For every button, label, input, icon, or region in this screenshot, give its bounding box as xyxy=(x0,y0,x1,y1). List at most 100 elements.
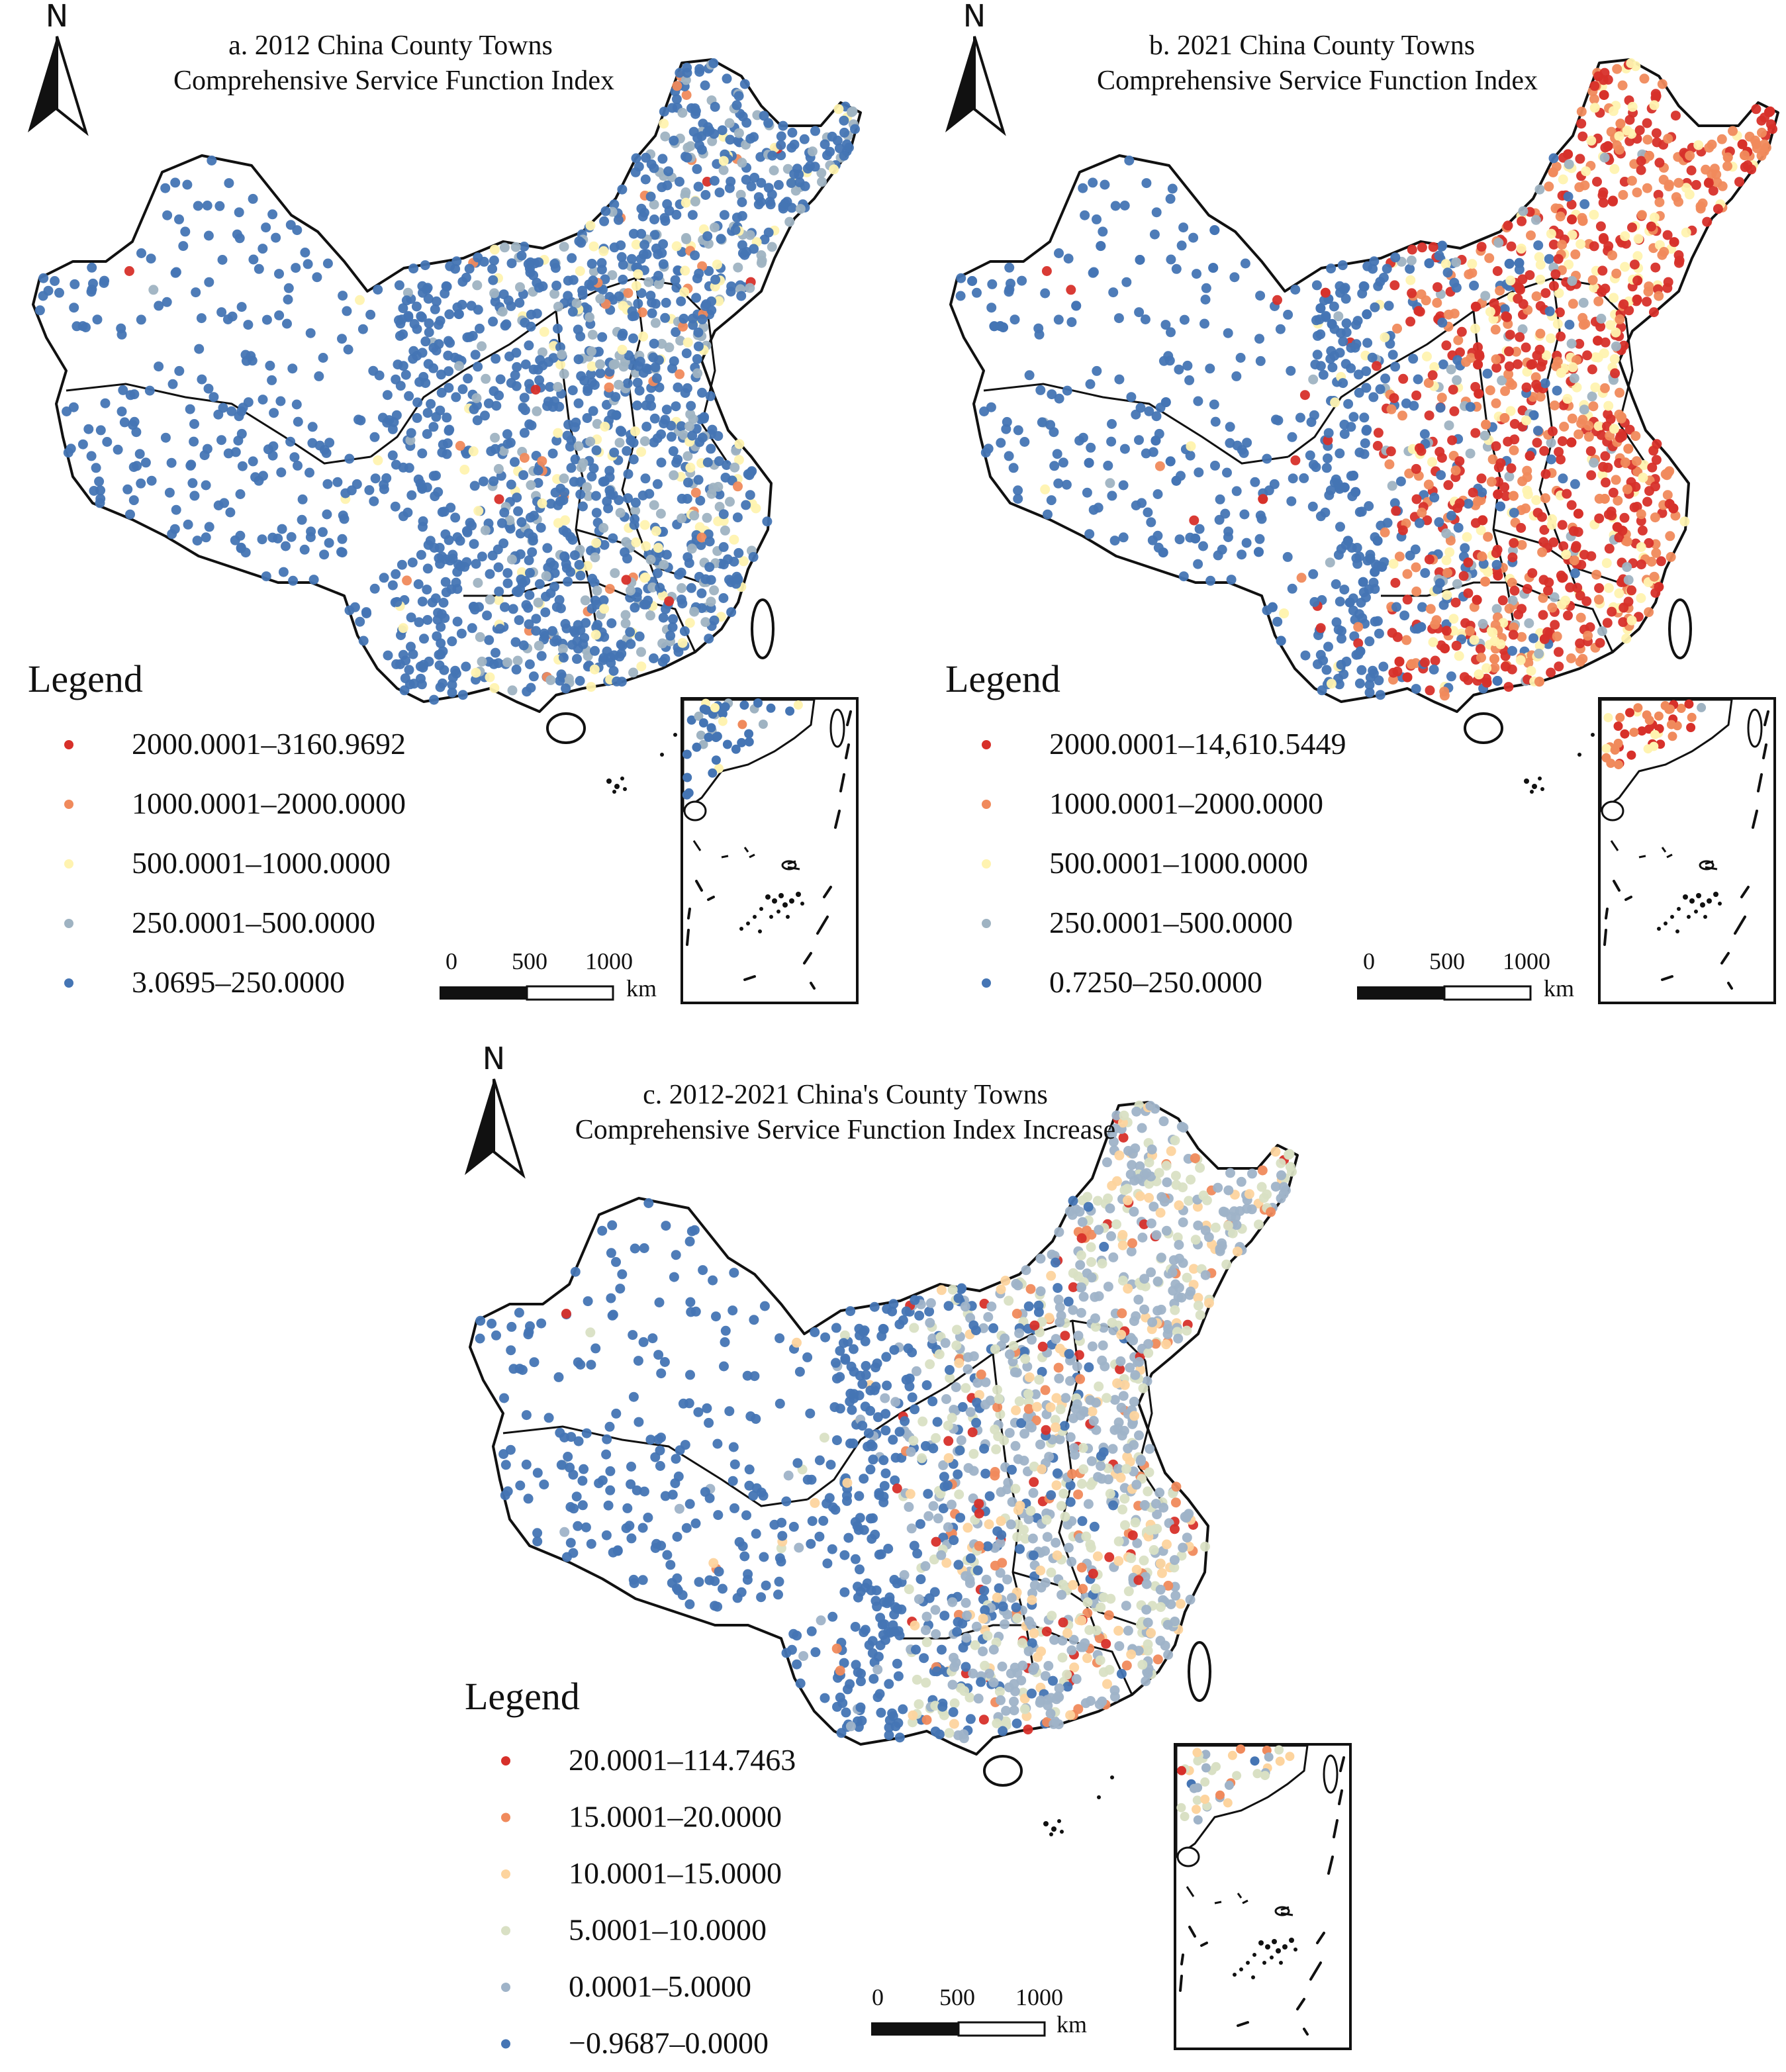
county-town-point xyxy=(1113,1556,1124,1566)
legend: 2000.0001–14,610.54491000.0001–2000.0000… xyxy=(982,727,1346,999)
county-town-point xyxy=(781,1648,792,1658)
county-town-point xyxy=(731,571,742,582)
county-town-point xyxy=(753,192,764,203)
county-town-point xyxy=(587,471,597,482)
county-town-point xyxy=(663,166,674,177)
county-town-point xyxy=(407,557,418,568)
county-town-point xyxy=(1382,518,1393,528)
county-town-point xyxy=(569,477,579,487)
county-town-point xyxy=(997,1662,1008,1672)
county-town-point xyxy=(681,1523,692,1533)
county-town-point xyxy=(686,583,696,593)
county-town-point xyxy=(514,1307,524,1318)
county-town-point xyxy=(1146,1218,1156,1229)
county-town-point xyxy=(783,1470,794,1481)
county-town-point xyxy=(1041,266,1052,276)
county-town-point xyxy=(1524,618,1534,628)
county-town-point xyxy=(1362,424,1372,435)
county-town-point xyxy=(1453,522,1464,533)
county-town-point xyxy=(434,649,444,660)
county-town-point xyxy=(201,532,211,543)
county-town-point xyxy=(490,444,500,454)
county-town-point xyxy=(1084,529,1095,540)
county-town-point xyxy=(816,167,827,178)
county-town-point xyxy=(626,585,635,596)
north-label: N xyxy=(963,0,986,34)
county-town-point xyxy=(1411,587,1422,596)
county-town-point xyxy=(1663,134,1673,144)
county-town-point xyxy=(1060,1511,1070,1522)
county-town-point xyxy=(417,348,428,358)
county-town-point xyxy=(391,410,402,420)
county-town-point xyxy=(1226,575,1237,585)
county-town-point xyxy=(1099,1241,1109,1252)
county-town-point xyxy=(436,622,446,632)
county-town-point xyxy=(649,199,659,210)
county-town-point xyxy=(1182,1532,1192,1543)
county-town-point xyxy=(575,571,586,581)
county-town-point xyxy=(1737,139,1748,150)
county-town-point xyxy=(1103,1282,1113,1292)
county-town-point xyxy=(1163,1650,1174,1660)
county-town-point xyxy=(1258,494,1268,504)
county-town-point xyxy=(519,393,530,403)
county-town-point xyxy=(571,1491,582,1502)
county-town-point xyxy=(1186,1286,1196,1297)
inset-point xyxy=(737,720,747,730)
county-town-point xyxy=(1123,1443,1133,1454)
map-title-line2: Comprehensive Service Function Index xyxy=(173,66,614,96)
county-town-point xyxy=(358,636,369,646)
county-town-point xyxy=(484,635,494,645)
county-town-point xyxy=(1522,472,1532,483)
county-town-point xyxy=(616,240,626,251)
county-town-point xyxy=(834,143,845,154)
county-town-point xyxy=(714,456,724,467)
county-town-point xyxy=(1454,651,1464,661)
county-town-point xyxy=(1531,291,1542,302)
county-town-point xyxy=(1087,1341,1098,1352)
county-town-point xyxy=(720,473,731,483)
county-town-point xyxy=(1284,1149,1295,1159)
county-town-point xyxy=(437,678,447,688)
county-town-point xyxy=(88,278,98,289)
county-town-point xyxy=(607,270,618,281)
county-town-point xyxy=(704,125,715,136)
county-town-point xyxy=(675,177,684,187)
county-town-point xyxy=(859,1474,869,1484)
county-town-point xyxy=(1152,489,1163,499)
county-town-point xyxy=(1453,335,1464,346)
county-town-point xyxy=(869,1673,879,1684)
county-town-point xyxy=(817,177,827,187)
county-town-point xyxy=(914,1594,924,1605)
county-town-point xyxy=(598,285,608,295)
county-town-point xyxy=(590,630,601,640)
county-town-point xyxy=(519,428,530,438)
county-town-point xyxy=(706,575,716,585)
county-town-point xyxy=(748,551,759,562)
county-town-point xyxy=(623,493,633,504)
county-town-point xyxy=(670,275,681,285)
county-town-point xyxy=(729,1268,739,1278)
county-town-point xyxy=(698,413,709,424)
county-town-point xyxy=(1348,412,1359,422)
county-town-point xyxy=(1421,295,1431,306)
county-town-point xyxy=(1077,1516,1088,1527)
county-town-point xyxy=(1592,177,1602,187)
county-town-point xyxy=(523,1493,534,1504)
county-town-point xyxy=(1051,1538,1061,1548)
county-town-point xyxy=(1587,275,1598,285)
county-town-point xyxy=(129,389,140,400)
county-town-point xyxy=(1576,107,1587,117)
county-town-point xyxy=(502,439,513,449)
county-town-point xyxy=(493,658,504,669)
county-town-point xyxy=(1043,509,1053,520)
county-town-point xyxy=(654,382,665,393)
county-town-point xyxy=(471,675,481,685)
county-town-point xyxy=(1019,1456,1029,1466)
county-town-point xyxy=(1427,457,1437,467)
county-town-point xyxy=(696,532,707,543)
county-town-point xyxy=(640,473,651,484)
county-town-point xyxy=(965,1714,976,1724)
county-town-point xyxy=(477,341,487,352)
county-town-point xyxy=(1083,1201,1094,1212)
